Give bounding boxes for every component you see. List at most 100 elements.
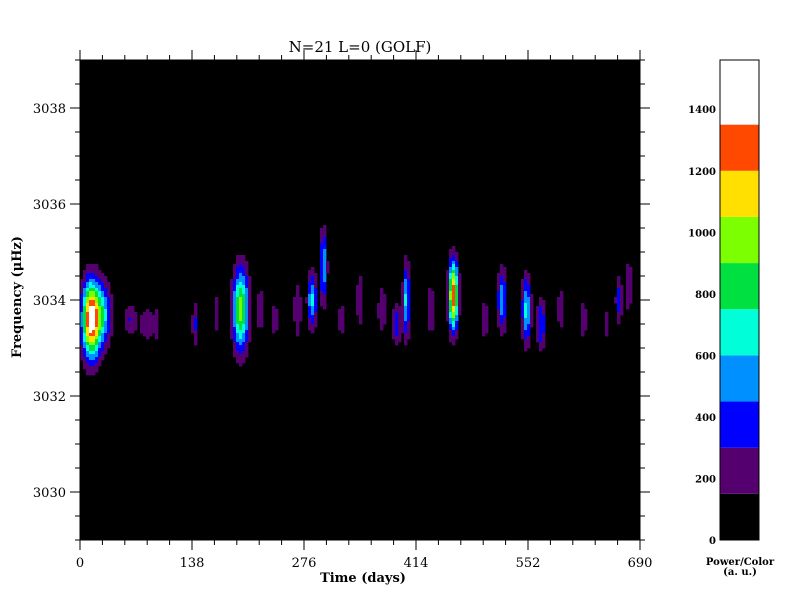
heatmap-cell [296, 297, 300, 301]
heatmap-cell [395, 336, 399, 340]
heatmap-cell [398, 327, 402, 331]
heatmap-cell [146, 315, 150, 319]
heatmap-cell [314, 273, 318, 277]
heatmap-cell [245, 348, 249, 352]
heatmap-cell [503, 324, 507, 328]
heatmap-cell [83, 348, 87, 352]
heatmap-cell [629, 300, 633, 304]
heatmap-cell [629, 285, 633, 289]
heatmap-cell [560, 294, 564, 298]
heatmap-cell [239, 264, 243, 268]
heatmap-cell [95, 354, 99, 358]
heatmap-cell [314, 285, 318, 289]
heatmap-cell [272, 306, 276, 310]
heatmap-cell [215, 309, 219, 313]
heatmap-cell [431, 321, 435, 325]
heatmap-cell [92, 273, 96, 277]
heatmap-cell [236, 267, 240, 271]
heatmap-cell [233, 267, 237, 271]
heatmap-cell [356, 294, 360, 298]
heatmap-cell [320, 240, 324, 244]
heatmap-cell [323, 258, 327, 262]
heatmap-cell [296, 315, 300, 319]
heatmap-cell [320, 264, 324, 268]
heatmap-cell [320, 276, 324, 280]
heatmap-cell [242, 294, 246, 298]
heatmap-cell [524, 306, 528, 310]
colorbar-band [720, 401, 759, 448]
heatmap-cell [452, 249, 456, 253]
heatmap-cell [620, 297, 624, 301]
heatmap-cell [233, 333, 237, 337]
heatmap-cell [404, 276, 408, 280]
heatmap-cell [86, 333, 90, 337]
heatmap-cell [314, 294, 318, 298]
heatmap-cell [542, 324, 546, 328]
heatmap-cell [482, 309, 486, 313]
heatmap-cell [311, 324, 315, 328]
heatmap-cell [95, 369, 99, 373]
heatmap-cell [626, 270, 630, 274]
heatmap-cell [95, 282, 99, 286]
heatmap-cell [101, 285, 105, 289]
heatmap-cell [293, 297, 297, 301]
heatmap-cell [257, 321, 261, 325]
heatmap-cell [308, 321, 312, 325]
heatmap-cell [428, 288, 432, 292]
heatmap-cell [110, 306, 114, 310]
heatmap-cell [242, 288, 246, 292]
heatmap-cell [458, 288, 462, 292]
heatmap-cell [143, 333, 147, 337]
heatmap-cell [458, 279, 462, 283]
heatmap-cell [383, 303, 387, 307]
heatmap-cell [107, 318, 111, 322]
heatmap-cell [101, 288, 105, 292]
heatmap-cell [230, 324, 234, 328]
heatmap-cell [497, 315, 501, 319]
heatmap-cell [560, 291, 564, 295]
heatmap-cell [134, 315, 138, 319]
heatmap-cell [404, 342, 408, 346]
heatmap-cell [449, 321, 453, 325]
heatmap-cell [242, 264, 246, 268]
heatmap-cell [143, 327, 147, 331]
heatmap-cell [503, 300, 507, 304]
heatmap-cell [245, 273, 249, 277]
heatmap-cell [275, 318, 279, 322]
heatmap-cell [392, 333, 396, 337]
heatmap-cell [530, 309, 534, 313]
heatmap-cell [314, 279, 318, 283]
heatmap-cell [83, 357, 87, 361]
heatmap-cell [617, 294, 621, 298]
heatmap-cell [500, 282, 504, 286]
heatmap-cell [275, 315, 279, 319]
heatmap-cell [95, 285, 99, 289]
heatmap-cell [539, 327, 543, 331]
heatmap-cell [89, 276, 93, 280]
heatmap-cell [524, 330, 528, 334]
heatmap-cell [86, 279, 90, 283]
heatmap-cell [428, 327, 432, 331]
heatmap-cell [383, 309, 387, 313]
heatmap-cell [95, 363, 99, 367]
heatmap-cell [527, 345, 531, 349]
y-tick-label: 3030 [33, 486, 66, 501]
heatmap-cell [146, 312, 150, 316]
heatmap-cell [146, 333, 150, 337]
heatmap-cell [617, 318, 621, 322]
heatmap-cell [80, 291, 84, 295]
heatmap-cell [323, 300, 327, 304]
heatmap-cell [296, 321, 300, 325]
heatmap-cell [338, 315, 342, 319]
heatmap-cell [482, 312, 486, 316]
heatmap-cell [311, 267, 315, 271]
heatmap-cell [89, 354, 93, 358]
heatmap-cell [272, 324, 276, 328]
heatmap-cell [131, 324, 135, 328]
heatmap-cell [149, 315, 153, 319]
heatmap-cell [527, 318, 531, 322]
heatmap-cell [128, 315, 132, 319]
heatmap-cell [83, 360, 87, 364]
heatmap-cell [104, 327, 108, 331]
heatmap-cell [449, 261, 453, 265]
